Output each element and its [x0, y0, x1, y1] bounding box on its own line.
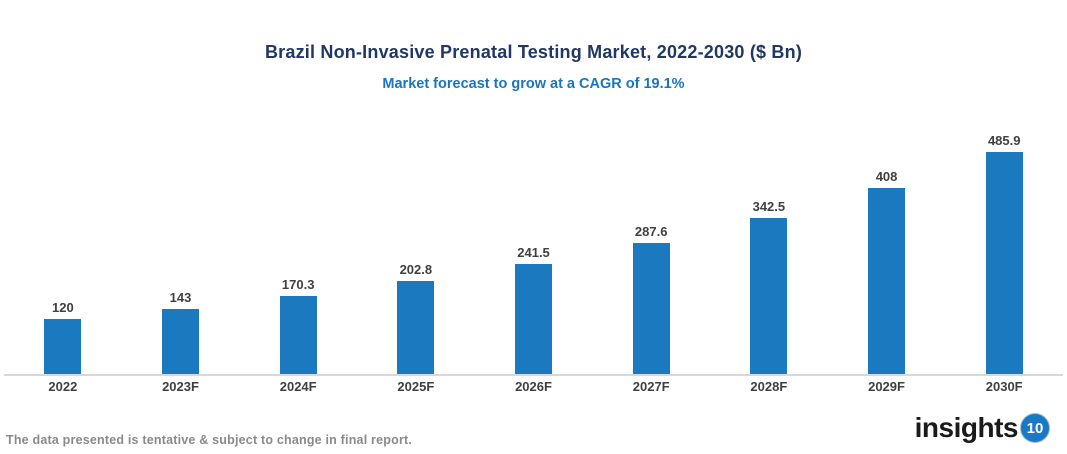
bar-column: 120 [4, 120, 122, 374]
x-axis-category-label: 2027F [632, 379, 670, 394]
logo-wordmark: insights [914, 412, 1019, 443]
bar-value-label: 202.8 [399, 262, 433, 278]
bar-column: 485.9 [945, 120, 1063, 374]
logo-badge: 10 [1021, 414, 1049, 442]
insights10-logo: insights 10 [915, 412, 1049, 444]
bar-column: 170.3 [239, 120, 357, 374]
bar-value-label: 408 [875, 168, 898, 184]
bar [397, 281, 435, 374]
bar [515, 263, 553, 374]
bar-chart-plot-area: 120 143 170.3 202.8 241.5 287.6 342.5 408 485.9 [4, 120, 1063, 374]
bar-column: 342.5 [710, 120, 828, 374]
bar-value-label: 241.5 [517, 244, 550, 260]
bar [750, 217, 788, 374]
bar-value-label: 342.5 [752, 198, 786, 214]
bar-column: 143 [122, 120, 240, 374]
bar [44, 319, 82, 374]
bar [632, 242, 670, 374]
x-axis-category-label: 2029F [868, 379, 905, 394]
x-axis-labels: 2022 2023F 2024F 2025F 2026F 2027F 2028F 2029F 2… [4, 379, 1063, 394]
bar-column: 241.5 [475, 120, 593, 374]
x-axis-category-label: 2025F [397, 379, 435, 394]
x-axis-category-label: 2030F [985, 379, 1023, 394]
bar [162, 308, 199, 374]
x-axis-category-label: 2024F [279, 379, 317, 394]
x-axis-category-label: 2028F [750, 379, 788, 394]
x-axis-line [4, 374, 1063, 376]
bar [868, 187, 906, 374]
bar-column: 408 [828, 120, 946, 374]
bar-value-label: 170.3 [281, 277, 315, 293]
x-axis-category-label: 2022 [48, 379, 78, 394]
bar-value-label: 143 [169, 289, 192, 305]
bar [279, 296, 317, 374]
bar-value-label: 287.6 [634, 223, 668, 239]
bar-value-label: 485.9 [987, 133, 1021, 148]
x-axis-category-label: 2023F [162, 379, 199, 394]
bar-column: 287.6 [592, 120, 710, 374]
x-axis-category-label: 2026F [515, 379, 552, 394]
chart-subtitle: Market forecast to grow at a CAGR of 19.… [382, 76, 685, 92]
chart-title: Brazil Non-Invasive Prenatal Testing Mar… [264, 42, 803, 62]
bar-column: 202.8 [357, 120, 475, 374]
bar [985, 152, 1023, 374]
footer-disclaimer: The data presented is tentative & subjec… [6, 433, 413, 447]
bar-value-label: 120 [51, 300, 74, 316]
